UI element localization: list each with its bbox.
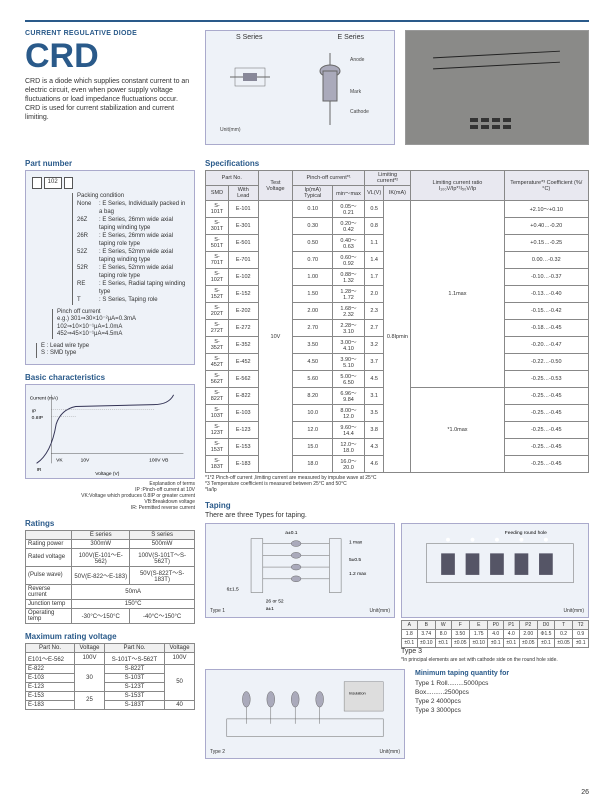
characteristics-chart: IP 0.8IP VK 10V 100V VB IR Voltage (V) C… bbox=[25, 384, 195, 479]
svg-text:Feeding round hole: Feeding round hole bbox=[505, 530, 547, 536]
page-number: 26 bbox=[581, 789, 589, 796]
taping-type1-diagram: a±0.1 1 max 5±0.5 1.2 max 6±1.5 26 or 52… bbox=[205, 523, 395, 618]
svg-text:0.8IP: 0.8IP bbox=[32, 415, 43, 421]
package-drawing: Anode Cathode Mark Unit(mm) bbox=[215, 43, 385, 133]
svg-text:Voltage (V): Voltage (V) bbox=[95, 471, 119, 477]
svg-text:IR: IR bbox=[37, 467, 42, 473]
svg-text:5±0.5: 5±0.5 bbox=[349, 557, 361, 563]
svg-text:a±0.1: a±0.1 bbox=[285, 530, 297, 536]
series-diagram: S Series E Series Anode Cathode Mark Uni… bbox=[205, 30, 395, 145]
basic-title: Basic characteristics bbox=[25, 373, 195, 382]
svg-text:10V: 10V bbox=[81, 457, 90, 463]
svg-text:1 max: 1 max bbox=[349, 540, 363, 546]
page-title: CRD bbox=[25, 39, 195, 73]
svg-text:Unit(mm): Unit(mm) bbox=[220, 127, 241, 133]
min-qty-block: Minimum taping quantity for Type 1 Roll.… bbox=[415, 669, 589, 759]
svg-text:100V VB: 100V VB bbox=[149, 457, 168, 463]
spec-table: Part No. Test Voltage Pinch-off current*… bbox=[205, 170, 589, 473]
svg-text:Mark: Mark bbox=[350, 89, 362, 95]
maxv-title: Maximum rating voltage bbox=[25, 632, 195, 641]
product-photo bbox=[405, 30, 589, 145]
svg-text:Anode: Anode bbox=[350, 57, 365, 63]
spec-title: Specifications bbox=[205, 159, 589, 168]
overline: CURRENT REGULATIVE DIODE bbox=[25, 30, 195, 37]
ratings-title: Ratings bbox=[25, 519, 195, 528]
taping-type3-diagram: Feeding round hole Unit(mm) bbox=[401, 523, 589, 618]
type3-dims-table: ABWFEP0P1P2D0TT21.83.748.03.501.754.04.0… bbox=[401, 620, 589, 648]
taping-title: Taping bbox=[205, 501, 589, 510]
s-series-label: S Series bbox=[236, 34, 262, 41]
type3-note: *In principal elements are set with cath… bbox=[401, 657, 589, 663]
svg-text:IP: IP bbox=[32, 408, 37, 414]
terms-explanation: Explanation of terms IP :Pinch-off curre… bbox=[25, 481, 195, 511]
taping-type2-diagram: Insulation Type 2 Unit(mm) bbox=[205, 669, 405, 759]
svg-text:Cathode: Cathode bbox=[350, 109, 369, 115]
type3-label: Type 3 bbox=[401, 648, 589, 655]
svg-text:Insulation: Insulation bbox=[349, 690, 366, 695]
partnum-box: 102 Packing condition None: E Series, In… bbox=[25, 170, 195, 365]
svg-text:VK: VK bbox=[56, 457, 63, 463]
partnum-title: Part number bbox=[25, 159, 195, 168]
intro-text: CRD is a diode which supplies constant c… bbox=[25, 77, 195, 122]
spec-notes: *1*2 Pinch-off current ,limiting current… bbox=[205, 475, 589, 493]
svg-text:6±1.5: 6±1.5 bbox=[227, 587, 239, 593]
svg-text:1.2 max: 1.2 max bbox=[349, 571, 367, 577]
svg-text:Current (mA): Current (mA) bbox=[30, 395, 59, 401]
maxv-table: Part No.VoltagePart No.Voltage E101～E-56… bbox=[25, 643, 195, 710]
ratings-table: E seriesS series Rating power300mW500mW … bbox=[25, 530, 195, 624]
svg-text:a±1: a±1 bbox=[266, 606, 274, 612]
e-series-label: E Series bbox=[338, 34, 364, 41]
taping-subtitle: There are three Types for taping. bbox=[205, 512, 589, 519]
svg-text:26 or 52: 26 or 52 bbox=[266, 598, 284, 604]
